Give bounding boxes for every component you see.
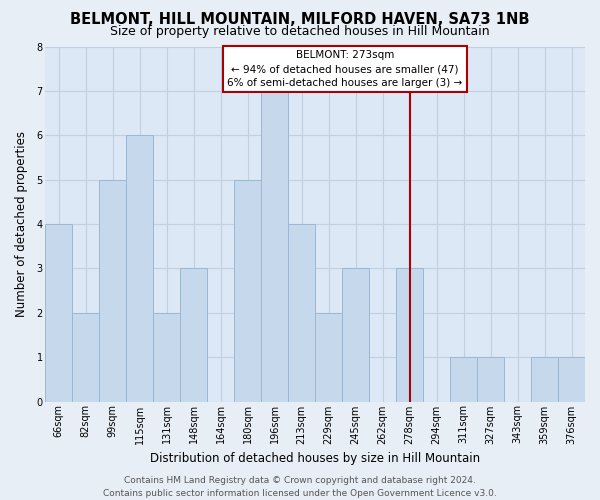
Bar <box>396 268 423 402</box>
Text: BELMONT: 273sqm
← 94% of detached houses are smaller (47)
6% of semi-detached ho: BELMONT: 273sqm ← 94% of detached houses… <box>227 50 463 88</box>
Bar <box>46 224 73 402</box>
Bar <box>127 136 153 402</box>
Bar <box>180 268 207 402</box>
Bar <box>153 313 180 402</box>
Bar <box>450 357 477 402</box>
X-axis label: Distribution of detached houses by size in Hill Mountain: Distribution of detached houses by size … <box>150 452 480 465</box>
Text: Size of property relative to detached houses in Hill Mountain: Size of property relative to detached ho… <box>110 25 490 38</box>
Bar <box>234 180 261 402</box>
Bar <box>342 268 369 402</box>
Bar <box>315 313 342 402</box>
Bar <box>100 180 127 402</box>
Bar <box>261 91 288 402</box>
Bar <box>558 357 585 402</box>
Bar <box>288 224 315 402</box>
Y-axis label: Number of detached properties: Number of detached properties <box>15 131 28 317</box>
Text: BELMONT, HILL MOUNTAIN, MILFORD HAVEN, SA73 1NB: BELMONT, HILL MOUNTAIN, MILFORD HAVEN, S… <box>70 12 530 28</box>
Text: Contains HM Land Registry data © Crown copyright and database right 2024.
Contai: Contains HM Land Registry data © Crown c… <box>103 476 497 498</box>
Bar <box>477 357 504 402</box>
Bar <box>531 357 558 402</box>
Bar <box>73 313 100 402</box>
